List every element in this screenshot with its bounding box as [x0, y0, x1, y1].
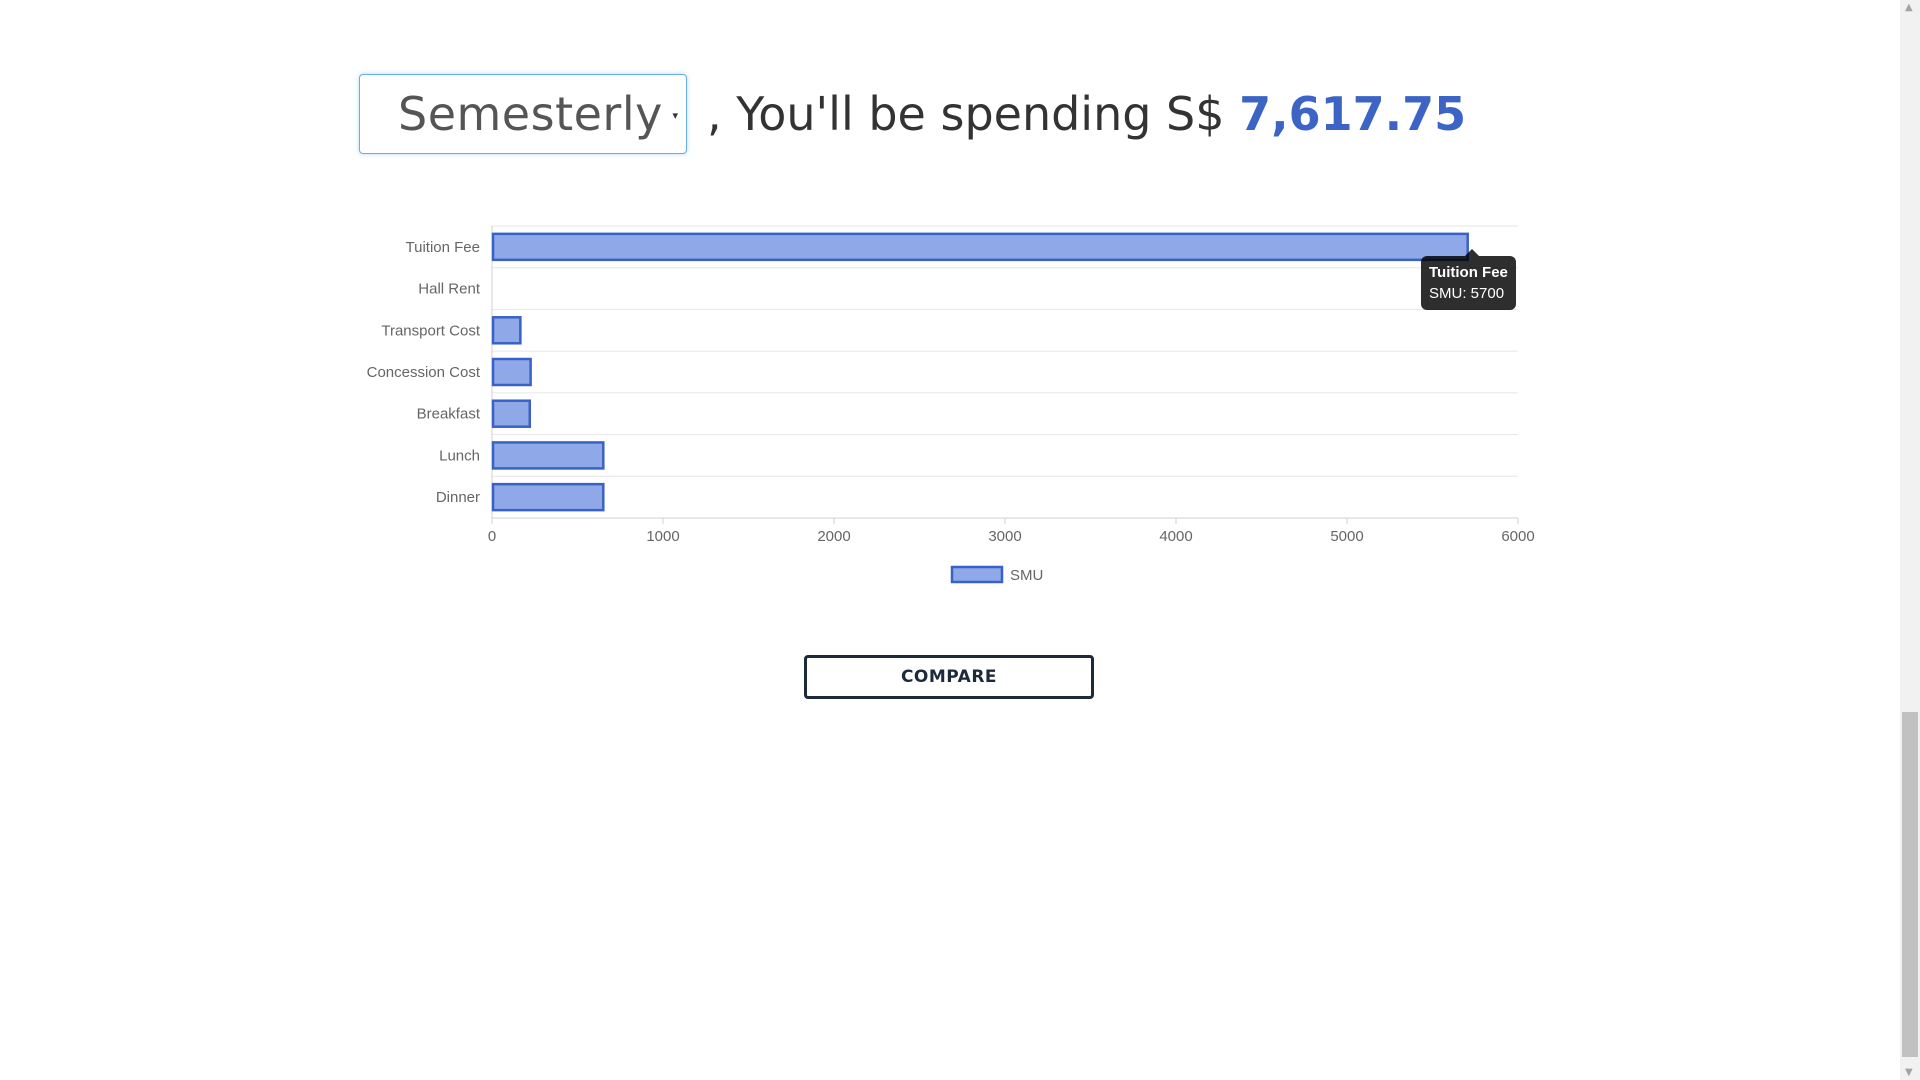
chart-bar	[491, 482, 605, 512]
chart-category-label: Tuition Fee	[406, 239, 480, 256]
chart-legend-label: SMU	[1010, 567, 1043, 584]
tooltip-body: SMU: 5700	[1429, 285, 1505, 302]
chart-bar	[491, 357, 532, 387]
compare-button[interactable]: COMPARE	[804, 655, 1094, 699]
chart-x-tick-label: 3000	[988, 528, 1021, 545]
chart-category-label: Breakfast	[417, 406, 481, 423]
chart-category-label: Lunch	[439, 447, 480, 464]
frequency-selected-value: Semesterly	[398, 87, 663, 141]
spending-summary: Semesterly ▾ , You'll be spending S$ 7,6…	[359, 74, 1466, 154]
frequency-select[interactable]: Semesterly ▾	[359, 74, 687, 154]
scroll-down-arrow-icon[interactable]: ▼	[1905, 1067, 1913, 1078]
chart-category-label: Transport Cost	[381, 322, 480, 339]
chart-bar	[491, 232, 1469, 262]
chart-x-tick-label: 0	[488, 528, 496, 545]
chart-x-tick-label: 5000	[1330, 528, 1363, 545]
chart-category-label: Dinner	[436, 489, 480, 506]
chart-bar	[491, 399, 532, 428]
vertical-scrollbar[interactable]: ▲ ▼	[1900, 0, 1920, 1080]
scrollbar-thumb[interactable]	[1902, 712, 1918, 1057]
spending-amount: 7,617.75	[1239, 87, 1467, 141]
chart-x-tick-label: 4000	[1159, 528, 1192, 545]
chart-legend-swatch	[950, 565, 1004, 584]
chart-bar	[491, 316, 522, 345]
chart-category-label: Concession Cost	[367, 364, 481, 381]
chart-tooltip: Tuition Fee SMU: 5700	[1421, 249, 1516, 310]
tooltip-title: Tuition Fee	[1429, 264, 1508, 281]
chart-x-tick-label: 1000	[646, 528, 679, 545]
chart-category-label: Hall Rent	[418, 281, 481, 298]
expense-bar-chart: 0 1000 2000 3000 4000 5000 6000 Tuition Fee Hall…	[367, 225, 1535, 584]
chart-x-tick-label: 2000	[817, 528, 850, 545]
expense-chart: 0 1000 2000 3000 4000 5000 6000 Tuition Fee Hall…	[340, 212, 1560, 592]
scroll-up-arrow-icon[interactable]: ▲	[1905, 2, 1913, 13]
chart-x-tick-label: 6000	[1501, 528, 1534, 545]
chevron-down-icon: ▾	[672, 109, 678, 122]
chart-bar	[491, 441, 605, 470]
spending-sentence: , You'll be spending S$ 7,617.75	[707, 87, 1466, 141]
spending-prefix: , You'll be spending S$	[707, 87, 1240, 141]
